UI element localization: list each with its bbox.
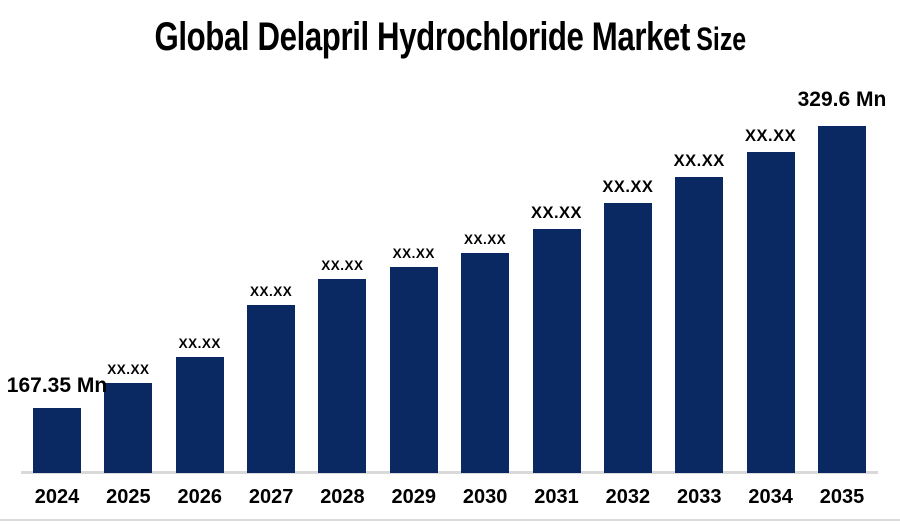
x-tick-2030: 2030 [462, 486, 508, 508]
bar-2032 [603, 203, 652, 473]
chart-title-main: Global Delapril Hydrochloride Market [154, 15, 690, 59]
value-label-2025: XX.XX [107, 361, 150, 377]
x-tick-2031: 2031 [534, 486, 579, 508]
x-tick-2032: 2032 [605, 486, 651, 508]
x-tick-2034: 2034 [748, 486, 793, 508]
value-label-2034: XX.XX [745, 126, 797, 145]
bar-2024 [33, 408, 81, 473]
bar-2026 [175, 357, 224, 473]
value-label-2024: 167.35 Mn [6, 374, 108, 397]
bar-2031 [532, 229, 581, 473]
bottom-rule [0, 519, 900, 521]
bar-2030 [461, 253, 510, 473]
bar-2027 [247, 305, 296, 473]
bar-2028 [318, 279, 367, 473]
value-label-2029: XX.XX [392, 245, 435, 261]
chart-title: Global Delapril Hydrochloride Market Size [0, 12, 900, 71]
bar-2033 [675, 177, 724, 473]
x-tick-2025: 2025 [106, 486, 151, 508]
x-tick-2027: 2027 [248, 486, 294, 508]
x-tick-2028: 2028 [320, 486, 365, 508]
x-axis-line [21, 471, 878, 474]
value-label-2035: 329.6 Mn [797, 88, 887, 111]
value-label-2032: XX.XX [602, 177, 654, 196]
x-tick-2026: 2026 [177, 486, 222, 508]
bar-2029 [389, 267, 438, 473]
value-label-2028: XX.XX [321, 257, 364, 273]
chart-title-suffix: Size [695, 21, 746, 57]
bar-2034 [746, 152, 795, 473]
value-label-2026: XX.XX [178, 335, 221, 351]
x-tick-2033: 2033 [676, 486, 722, 508]
x-tick-2029: 2029 [391, 486, 437, 508]
bar-2035 [817, 126, 866, 473]
value-label-2030: XX.XX [464, 231, 507, 247]
bar-2025 [104, 383, 153, 473]
chart-title-text: Global Delapril Hydrochloride Market Size [154, 12, 746, 71]
value-label-2031: XX.XX [530, 203, 583, 222]
x-tick-2035: 2035 [819, 486, 865, 508]
value-label-2033: XX.XX [673, 151, 725, 170]
value-label-2027: XX.XX [249, 283, 293, 299]
x-tick-2024: 2024 [34, 486, 80, 508]
